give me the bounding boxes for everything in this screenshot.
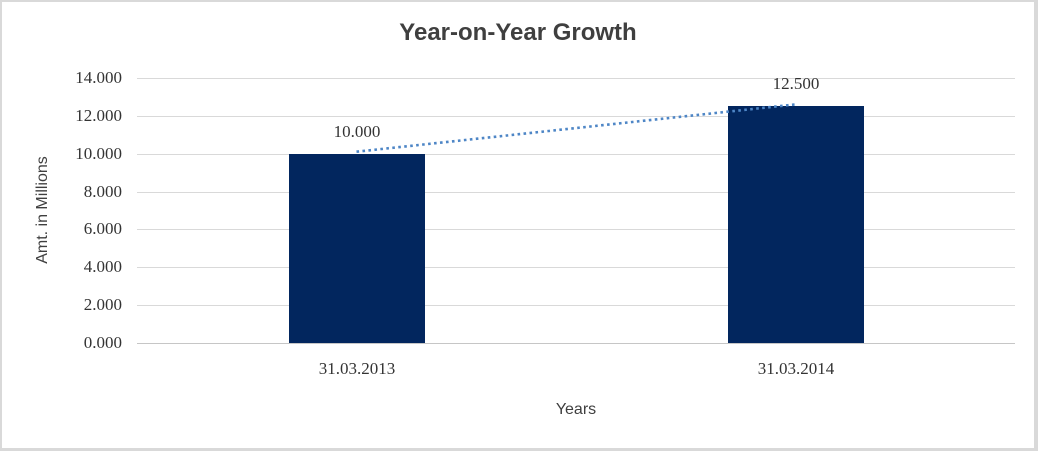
gridline	[137, 305, 1015, 306]
gridline	[137, 229, 1015, 230]
y-tick-label: 2.000	[83, 295, 122, 314]
bar	[728, 106, 864, 343]
x-axis-title: Years	[555, 401, 597, 418]
y-tick-label: 12.000	[75, 106, 122, 125]
bar	[289, 154, 425, 343]
y-tick-label: 10.000	[75, 144, 122, 163]
gridline	[137, 154, 1015, 155]
y-tick-label: 0.000	[83, 333, 122, 352]
gridline	[137, 267, 1015, 268]
bar-value-label: 12.500	[772, 74, 820, 93]
x-tick-label: 31.03.2014	[757, 359, 835, 378]
gridline	[137, 116, 1015, 117]
y-tick-label: 4.000	[83, 257, 122, 276]
y-tick-label: 6.000	[83, 219, 122, 238]
x-tick-label: 31.03.2013	[318, 359, 396, 378]
y-tick-label: 14.000	[75, 68, 122, 87]
x-axis-line	[137, 343, 1015, 344]
gridline	[137, 192, 1015, 193]
gridline	[137, 78, 1015, 79]
chart-title: Year-on-Year Growth	[399, 19, 637, 46]
bar-value-label: 10.000	[333, 122, 381, 141]
y-tick-label: 8.000	[83, 182, 122, 201]
